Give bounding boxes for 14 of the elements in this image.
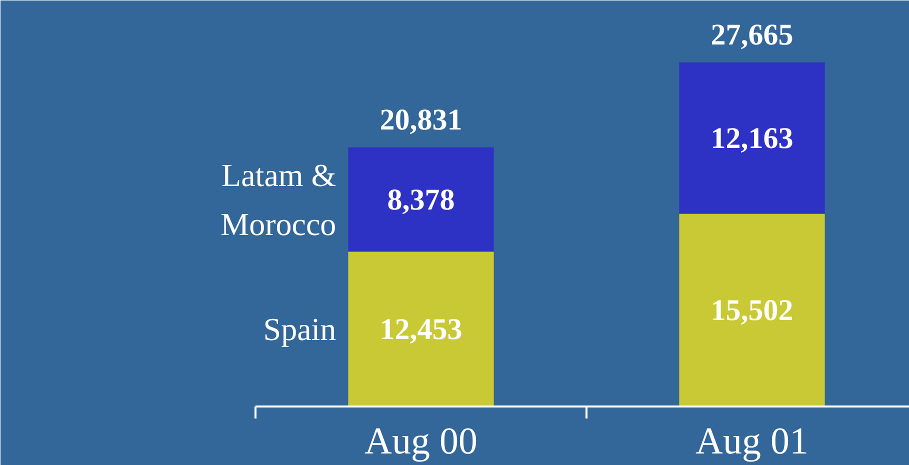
data-label: 15,502 — [710, 294, 794, 328]
total-label: 27,665 — [710, 18, 794, 52]
bar — [679, 214, 825, 406]
bar — [679, 62, 825, 214]
x-tick-label: Aug 00 — [364, 420, 478, 462]
bar — [348, 147, 494, 252]
data-label: 12,453 — [380, 313, 462, 346]
series-label: Latam & Morocco — [220, 157, 336, 242]
series-label: Spain — [263, 311, 336, 348]
data-label: 8,378 — [387, 184, 455, 217]
bar — [348, 252, 494, 406]
x-tick-label: Aug 01 — [696, 420, 808, 462]
data-label: 12,163 — [710, 122, 794, 156]
total-label: 20,831 — [380, 103, 462, 136]
